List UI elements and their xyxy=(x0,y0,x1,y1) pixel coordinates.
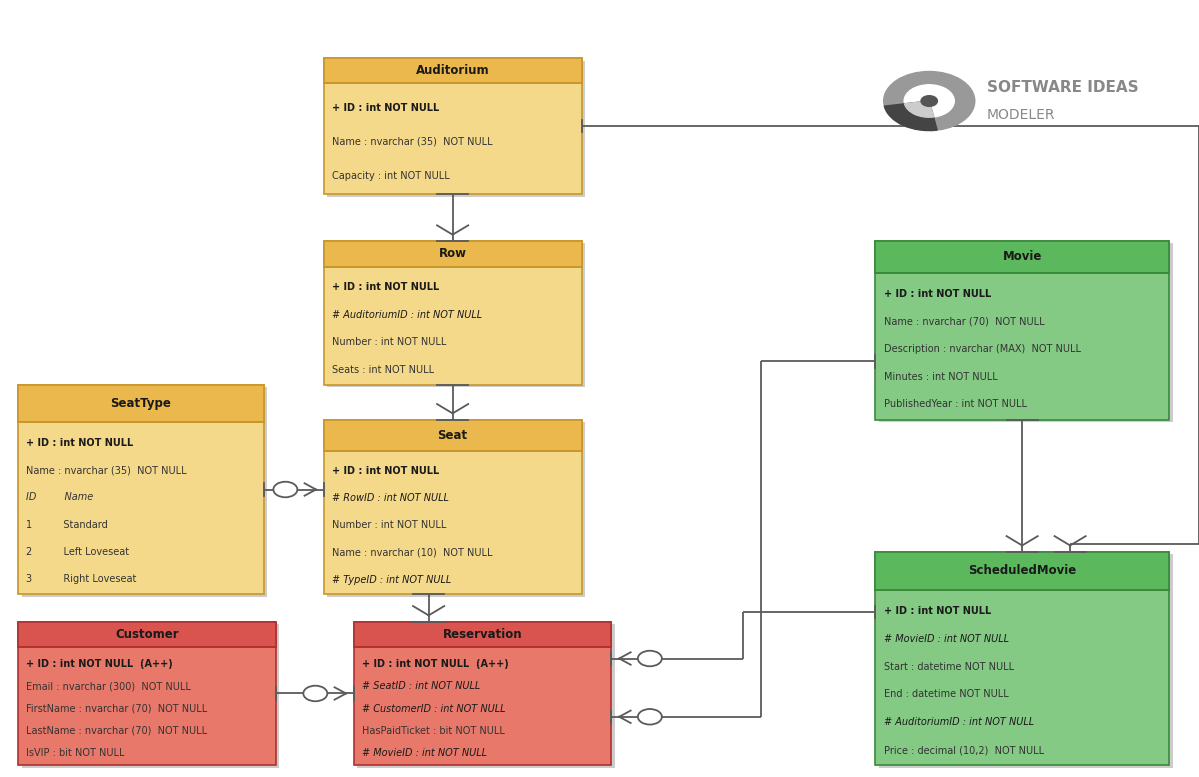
FancyBboxPatch shape xyxy=(324,58,582,83)
Text: ScheduledMovie: ScheduledMovie xyxy=(968,564,1077,577)
FancyBboxPatch shape xyxy=(327,61,585,197)
Text: PublishedYear : int NOT NULL: PublishedYear : int NOT NULL xyxy=(884,399,1026,409)
Text: MODELER: MODELER xyxy=(987,108,1055,122)
Circle shape xyxy=(638,651,662,667)
Text: IsVIP : bit NOT NULL: IsVIP : bit NOT NULL xyxy=(26,748,125,758)
Text: # AuditoriumID : int NOT NULL: # AuditoriumID : int NOT NULL xyxy=(884,717,1034,727)
FancyBboxPatch shape xyxy=(324,420,582,594)
FancyBboxPatch shape xyxy=(879,554,1173,768)
Text: # CustomerID : int NOT NULL: # CustomerID : int NOT NULL xyxy=(362,704,506,713)
Wedge shape xyxy=(904,101,934,117)
Text: # SeatID : int NOT NULL: # SeatID : int NOT NULL xyxy=(362,681,481,692)
Text: + ID : int NOT NULL: + ID : int NOT NULL xyxy=(332,282,439,292)
Text: End : datetime NOT NULL: End : datetime NOT NULL xyxy=(884,689,1008,699)
Text: SOFTWARE IDEAS: SOFTWARE IDEAS xyxy=(987,79,1138,95)
Text: Name : nvarchar (70)  NOT NULL: Name : nvarchar (70) NOT NULL xyxy=(884,316,1044,326)
Text: + ID : int NOT NULL: + ID : int NOT NULL xyxy=(332,466,439,476)
Circle shape xyxy=(884,71,975,131)
Text: Number : int NOT NULL: Number : int NOT NULL xyxy=(332,337,446,347)
Text: LastName : nvarchar (70)  NOT NULL: LastName : nvarchar (70) NOT NULL xyxy=(26,726,207,736)
Text: Customer: Customer xyxy=(115,628,179,641)
Text: ID         Name: ID Name xyxy=(26,493,94,503)
FancyBboxPatch shape xyxy=(357,624,615,768)
Text: Reservation: Reservation xyxy=(442,628,523,641)
Text: Description : nvarchar (MAX)  NOT NULL: Description : nvarchar (MAX) NOT NULL xyxy=(884,344,1080,354)
Text: 3          Right Loveseat: 3 Right Loveseat xyxy=(26,574,137,584)
FancyBboxPatch shape xyxy=(327,422,585,597)
Text: + ID : int NOT NULL: + ID : int NOT NULL xyxy=(884,606,990,616)
Text: + ID : int NOT NULL: + ID : int NOT NULL xyxy=(332,103,439,113)
Circle shape xyxy=(638,709,662,724)
Text: # TypeID : int NOT NULL: # TypeID : int NOT NULL xyxy=(332,574,451,584)
Circle shape xyxy=(303,686,327,701)
Circle shape xyxy=(904,85,954,117)
FancyBboxPatch shape xyxy=(18,385,264,594)
Text: 1          Standard: 1 Standard xyxy=(26,520,108,530)
Text: Name : nvarchar (35)  NOT NULL: Name : nvarchar (35) NOT NULL xyxy=(332,137,493,147)
Text: Capacity : int NOT NULL: Capacity : int NOT NULL xyxy=(332,171,450,181)
Text: 2          Left Loveseat: 2 Left Loveseat xyxy=(26,547,129,557)
FancyBboxPatch shape xyxy=(875,241,1169,420)
Text: # MovieID : int NOT NULL: # MovieID : int NOT NULL xyxy=(362,748,487,758)
Text: Name : nvarchar (35)  NOT NULL: Name : nvarchar (35) NOT NULL xyxy=(26,465,187,476)
Text: Email : nvarchar (300)  NOT NULL: Email : nvarchar (300) NOT NULL xyxy=(26,681,192,692)
Wedge shape xyxy=(885,101,938,131)
Text: Minutes : int NOT NULL: Minutes : int NOT NULL xyxy=(884,371,998,382)
FancyBboxPatch shape xyxy=(18,622,276,765)
FancyBboxPatch shape xyxy=(324,420,582,451)
Text: # AuditoriumID : int NOT NULL: # AuditoriumID : int NOT NULL xyxy=(332,310,482,319)
Text: # RowID : int NOT NULL: # RowID : int NOT NULL xyxy=(332,493,448,503)
Text: SeatType: SeatType xyxy=(110,397,171,410)
Text: FirstName : nvarchar (70)  NOT NULL: FirstName : nvarchar (70) NOT NULL xyxy=(26,704,207,713)
Text: + ID : int NOT NULL  (A++): + ID : int NOT NULL (A++) xyxy=(362,659,508,669)
FancyBboxPatch shape xyxy=(324,241,582,267)
Text: HasPaidTicket : bit NOT NULL: HasPaidTicket : bit NOT NULL xyxy=(362,726,505,736)
Text: + ID : int NOT NULL: + ID : int NOT NULL xyxy=(26,438,133,448)
FancyBboxPatch shape xyxy=(22,624,279,768)
Text: Movie: Movie xyxy=(1002,250,1042,263)
Text: Start : datetime NOT NULL: Start : datetime NOT NULL xyxy=(884,661,1014,671)
Text: Name : nvarchar (10)  NOT NULL: Name : nvarchar (10) NOT NULL xyxy=(332,548,493,557)
Text: Row: Row xyxy=(439,247,466,260)
FancyBboxPatch shape xyxy=(354,622,611,765)
Text: Auditorium: Auditorium xyxy=(416,64,489,77)
Text: + ID : int NOT NULL: + ID : int NOT NULL xyxy=(884,289,990,299)
FancyBboxPatch shape xyxy=(875,552,1169,591)
Circle shape xyxy=(921,96,938,106)
FancyBboxPatch shape xyxy=(324,58,582,194)
FancyBboxPatch shape xyxy=(22,387,267,597)
Text: Number : int NOT NULL: Number : int NOT NULL xyxy=(332,521,446,531)
Circle shape xyxy=(273,482,297,497)
FancyBboxPatch shape xyxy=(18,385,264,423)
FancyBboxPatch shape xyxy=(324,241,582,385)
FancyBboxPatch shape xyxy=(18,622,276,647)
Text: + ID : int NOT NULL  (A++): + ID : int NOT NULL (A++) xyxy=(26,659,173,669)
Text: Price : decimal (10,2)  NOT NULL: Price : decimal (10,2) NOT NULL xyxy=(884,745,1044,755)
FancyBboxPatch shape xyxy=(875,552,1169,765)
FancyBboxPatch shape xyxy=(354,622,611,647)
Text: Seats : int NOT NULL: Seats : int NOT NULL xyxy=(332,364,434,375)
FancyBboxPatch shape xyxy=(879,243,1173,422)
FancyBboxPatch shape xyxy=(327,243,585,387)
Text: Seat: Seat xyxy=(438,429,468,442)
Text: # MovieID : int NOT NULL: # MovieID : int NOT NULL xyxy=(884,634,1008,644)
FancyBboxPatch shape xyxy=(875,241,1169,273)
